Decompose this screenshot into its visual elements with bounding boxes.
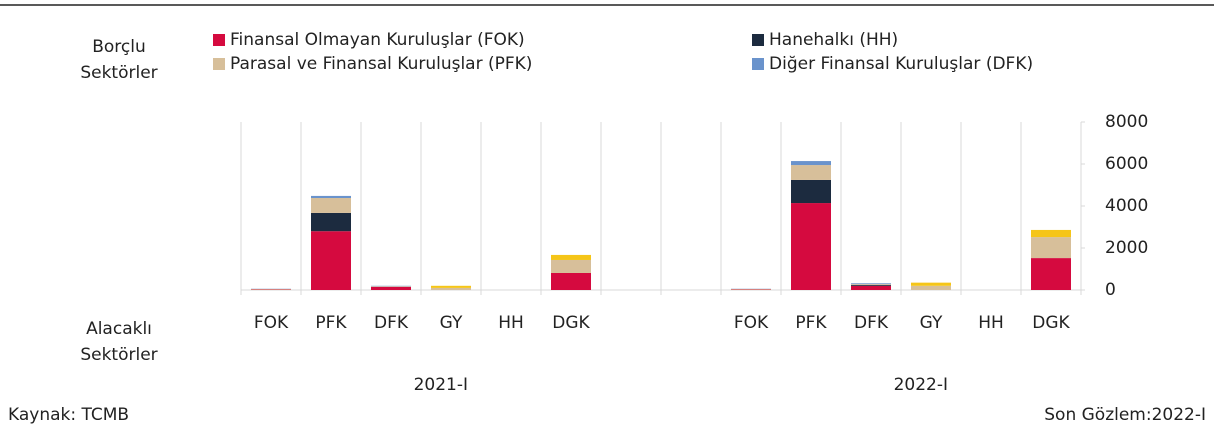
bar-segment (311, 231, 351, 290)
x-tick-label: PFK (795, 313, 827, 333)
bar-segment (431, 287, 471, 290)
legend-swatch (752, 34, 764, 46)
bar-segment (911, 285, 951, 290)
legend-label: Hanehalkı (HH) (769, 30, 898, 50)
legend-swatch (213, 34, 225, 46)
x-tick-label: FOK (254, 313, 289, 333)
x-tick-label: HH (978, 313, 1004, 333)
bar-segment (791, 203, 831, 290)
bar-segment (1031, 229, 1071, 238)
x-tick-label: GY (440, 313, 463, 333)
y-tick-label: 6000 (1105, 154, 1148, 174)
bar-segment (311, 195, 351, 199)
source: Kaynak: TCMB (8, 405, 129, 425)
bar-segment (911, 282, 951, 286)
bar-segment (1031, 258, 1071, 290)
legend-swatch (752, 58, 764, 70)
row-label-top: Borçlu Sektörler (80, 37, 158, 83)
bar-segment (371, 286, 411, 287)
y-tick-label: 2000 (1105, 238, 1148, 258)
x-tick-label: DGK (1032, 313, 1070, 333)
bar-segment (551, 259, 591, 273)
last-observation: Son Gözlem:2022-I (1044, 405, 1206, 425)
bar-segment (791, 179, 831, 204)
bar-segment (1031, 237, 1071, 259)
y-tick-label: 4000 (1105, 196, 1148, 216)
bar-segment (371, 286, 411, 290)
y-tick-label: 0 (1105, 280, 1116, 300)
bar-segment (551, 272, 591, 290)
x-tick-label: HH (498, 313, 524, 333)
bar-segment (311, 212, 351, 232)
legend-label: Diğer Finansal Kuruluşlar (DFK) (769, 54, 1033, 74)
bar-segment (251, 288, 291, 290)
bar-segment (731, 288, 771, 290)
group-label: 2022-I (894, 375, 948, 395)
x-tick-label: GY (920, 313, 943, 333)
bar-segment (851, 284, 891, 285)
x-tick-label: DGK (552, 313, 590, 333)
bar-segment (851, 283, 891, 285)
bar-segment (311, 198, 351, 213)
legend-label: Finansal Olmayan Kuruluşlar (FOK) (230, 30, 525, 50)
legend-label: Parasal ve Finansal Kuruluşlar (PFK) (230, 54, 532, 74)
legend-swatch (213, 58, 225, 70)
bar-segment (851, 284, 891, 286)
x-tick-label: PFK (315, 313, 347, 333)
bar-segment (431, 285, 471, 288)
bar-segment (851, 285, 891, 290)
row-label-bottom: Alacaklı Sektörler (80, 319, 158, 365)
bar-segment (791, 165, 831, 180)
bar-segment (551, 254, 591, 260)
x-tick-label: DFK (374, 313, 409, 333)
x-tick-label: FOK (734, 313, 769, 333)
y-tick-label: 8000 (1105, 112, 1148, 132)
bar-segment (791, 161, 831, 166)
x-tick-label: DFK (854, 313, 889, 333)
group-label: 2021-I (414, 375, 468, 395)
